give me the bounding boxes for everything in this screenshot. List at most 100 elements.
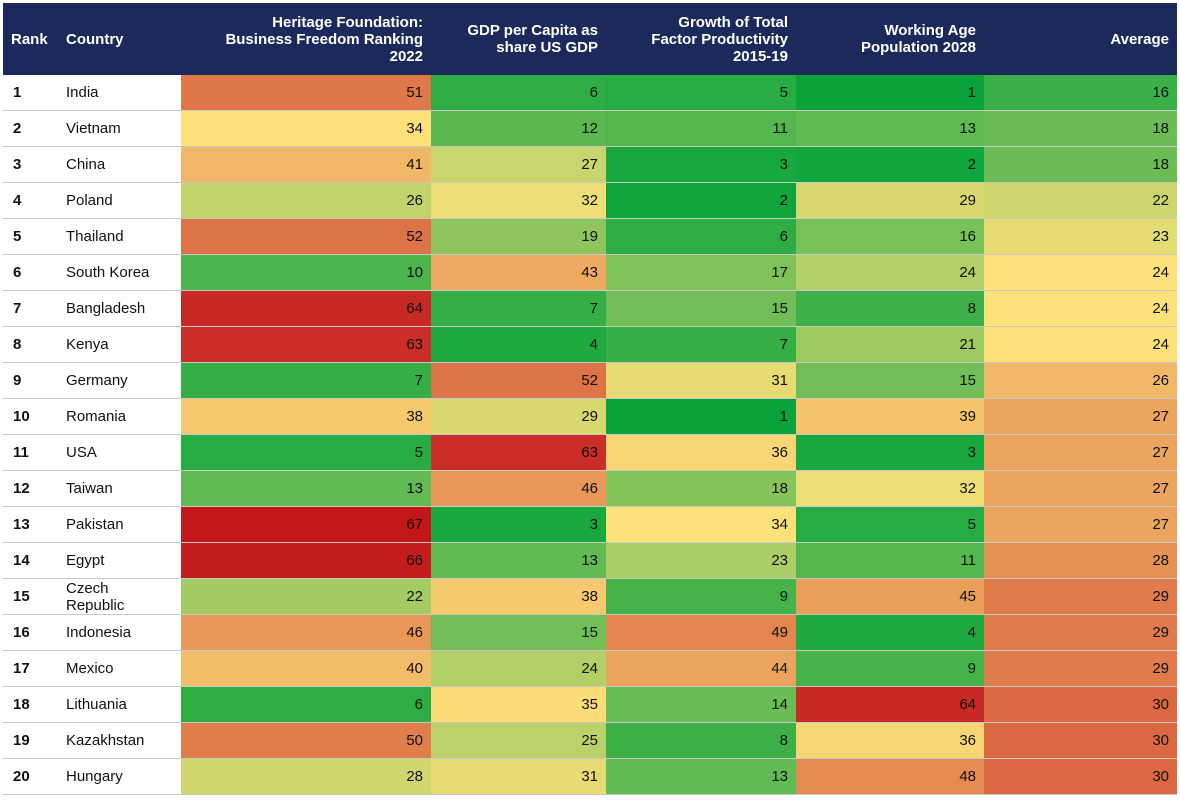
average-cell: 30: [984, 722, 1177, 759]
tfp-growth-cell: 6: [606, 218, 796, 255]
table-row: 16 Indonesia 46 15 49 4 29: [3, 614, 1177, 651]
tfp-growth-cell: 36: [606, 434, 796, 471]
gdp-per-capita-cell: 43: [431, 254, 606, 291]
tfp-growth-cell: 15: [606, 290, 796, 327]
rank-cell: 10: [3, 398, 58, 435]
tfp-growth-cell: 23: [606, 542, 796, 579]
rank-cell: 6: [3, 254, 58, 291]
gdp-per-capita-cell: 29: [431, 398, 606, 435]
table-row: 8 Kenya 63 4 7 21 24: [3, 326, 1177, 363]
table-row: 13 Pakistan 67 3 34 5 27: [3, 506, 1177, 543]
business-freedom-cell: 40: [181, 650, 431, 687]
rank-cell: 19: [3, 722, 58, 759]
tfp-growth-cell: 9: [606, 578, 796, 615]
rank-cell: 7: [3, 290, 58, 327]
business-freedom-cell: 22: [181, 578, 431, 615]
business-freedom-cell: 52: [181, 218, 431, 255]
working-age-pop-cell: 36: [796, 722, 984, 759]
rank-cell: 13: [3, 506, 58, 543]
business-freedom-cell: 63: [181, 326, 431, 363]
header-text-line: share US GDP: [496, 39, 598, 56]
average-cell: 27: [984, 506, 1177, 543]
header-text-line: Business Freedom Ranking: [225, 30, 423, 48]
country-cell: Pakistan: [58, 506, 181, 543]
working-age-pop-cell: 16: [796, 218, 984, 255]
business-freedom-cell: 66: [181, 542, 431, 579]
table-row: 19 Kazakhstan 50 25 8 36 30: [3, 722, 1177, 759]
gdp-per-capita-cell: 3: [431, 506, 606, 543]
rank-cell: 15: [3, 578, 58, 615]
working-age-pop-cell: 3: [796, 434, 984, 471]
gdp-per-capita-cell: 19: [431, 218, 606, 255]
average-cell: 26: [984, 362, 1177, 399]
country-cell: Czech Republic: [58, 578, 181, 615]
gdp-per-capita-cell: 7: [431, 290, 606, 327]
business-freedom-cell: 10: [181, 254, 431, 291]
header-tfp-growth: Growth of Total Factor Productivity 2015-1…: [606, 3, 796, 75]
average-cell: 24: [984, 290, 1177, 327]
working-age-pop-cell: 64: [796, 686, 984, 723]
average-cell: 24: [984, 254, 1177, 291]
rank-cell: 9: [3, 362, 58, 399]
gdp-per-capita-cell: 31: [431, 758, 606, 795]
average-cell: 29: [984, 614, 1177, 651]
country-cell: Thailand: [58, 218, 181, 255]
rank-cell: 20: [3, 758, 58, 795]
tfp-growth-cell: 34: [606, 506, 796, 543]
average-cell: 29: [984, 650, 1177, 687]
table-row: 20 Hungary 28 31 13 48 30: [3, 758, 1177, 795]
header-text-line: Population 2028: [860, 39, 976, 56]
gdp-per-capita-cell: 32: [431, 182, 606, 219]
header-text-line: Factor Productivity: [651, 30, 788, 48]
ranking-table: Rank Country Heritage Foundation: Business …: [3, 3, 1177, 795]
average-cell: 27: [984, 470, 1177, 507]
tfp-growth-cell: 14: [606, 686, 796, 723]
working-age-pop-cell: 5: [796, 506, 984, 543]
business-freedom-cell: 26: [181, 182, 431, 219]
header-text-line: Heritage Foundation:: [272, 13, 423, 31]
average-cell: 29: [984, 578, 1177, 615]
gdp-per-capita-cell: 27: [431, 146, 606, 183]
tfp-growth-cell: 18: [606, 470, 796, 507]
header-country: Country: [58, 3, 181, 75]
header-gdp-per-capita: GDP per Capita as share US GDP: [431, 3, 606, 75]
gdp-per-capita-cell: 6: [431, 75, 606, 111]
average-cell: 30: [984, 758, 1177, 795]
table-row: 7 Bangladesh 64 7 15 8 24: [3, 290, 1177, 327]
rank-cell: 5: [3, 218, 58, 255]
gdp-per-capita-cell: 38: [431, 578, 606, 615]
average-cell: 23: [984, 218, 1177, 255]
average-cell: 22: [984, 182, 1177, 219]
tfp-growth-cell: 44: [606, 650, 796, 687]
rank-cell: 2: [3, 110, 58, 147]
table-row: 10 Romania 38 29 1 39 27: [3, 398, 1177, 435]
tfp-growth-cell: 11: [606, 110, 796, 147]
business-freedom-cell: 46: [181, 614, 431, 651]
header-business-freedom: Heritage Foundation: Business Freedom Ran…: [181, 3, 431, 75]
table-row: 17 Mexico 40 24 44 9 29: [3, 650, 1177, 687]
working-age-pop-cell: 4: [796, 614, 984, 651]
country-cell: Taiwan: [58, 470, 181, 507]
header-text-line: Rank: [11, 30, 48, 48]
gdp-per-capita-cell: 63: [431, 434, 606, 471]
country-cell: Indonesia: [58, 614, 181, 651]
country-cell: Hungary: [58, 758, 181, 795]
country-cell: Poland: [58, 182, 181, 219]
header-row: Rank Country Heritage Foundation: Business …: [3, 3, 1177, 75]
table-row: 11 USA 5 63 36 3 27: [3, 434, 1177, 471]
working-age-pop-cell: 1: [796, 75, 984, 111]
country-cell: Germany: [58, 362, 181, 399]
working-age-pop-cell: 11: [796, 542, 984, 579]
header-text-line: Growth of Total: [678, 13, 788, 31]
header-text-line: Working Age: [884, 22, 976, 39]
working-age-pop-cell: 24: [796, 254, 984, 291]
tfp-growth-cell: 5: [606, 75, 796, 111]
country-cell: South Korea: [58, 254, 181, 291]
average-cell: 28: [984, 542, 1177, 579]
country-cell: Kazakhstan: [58, 722, 181, 759]
country-cell: Egypt: [58, 542, 181, 579]
header-rank: Rank: [3, 3, 58, 75]
rank-cell: 18: [3, 686, 58, 723]
table-row: 14 Egypt 66 13 23 11 28: [3, 542, 1177, 579]
